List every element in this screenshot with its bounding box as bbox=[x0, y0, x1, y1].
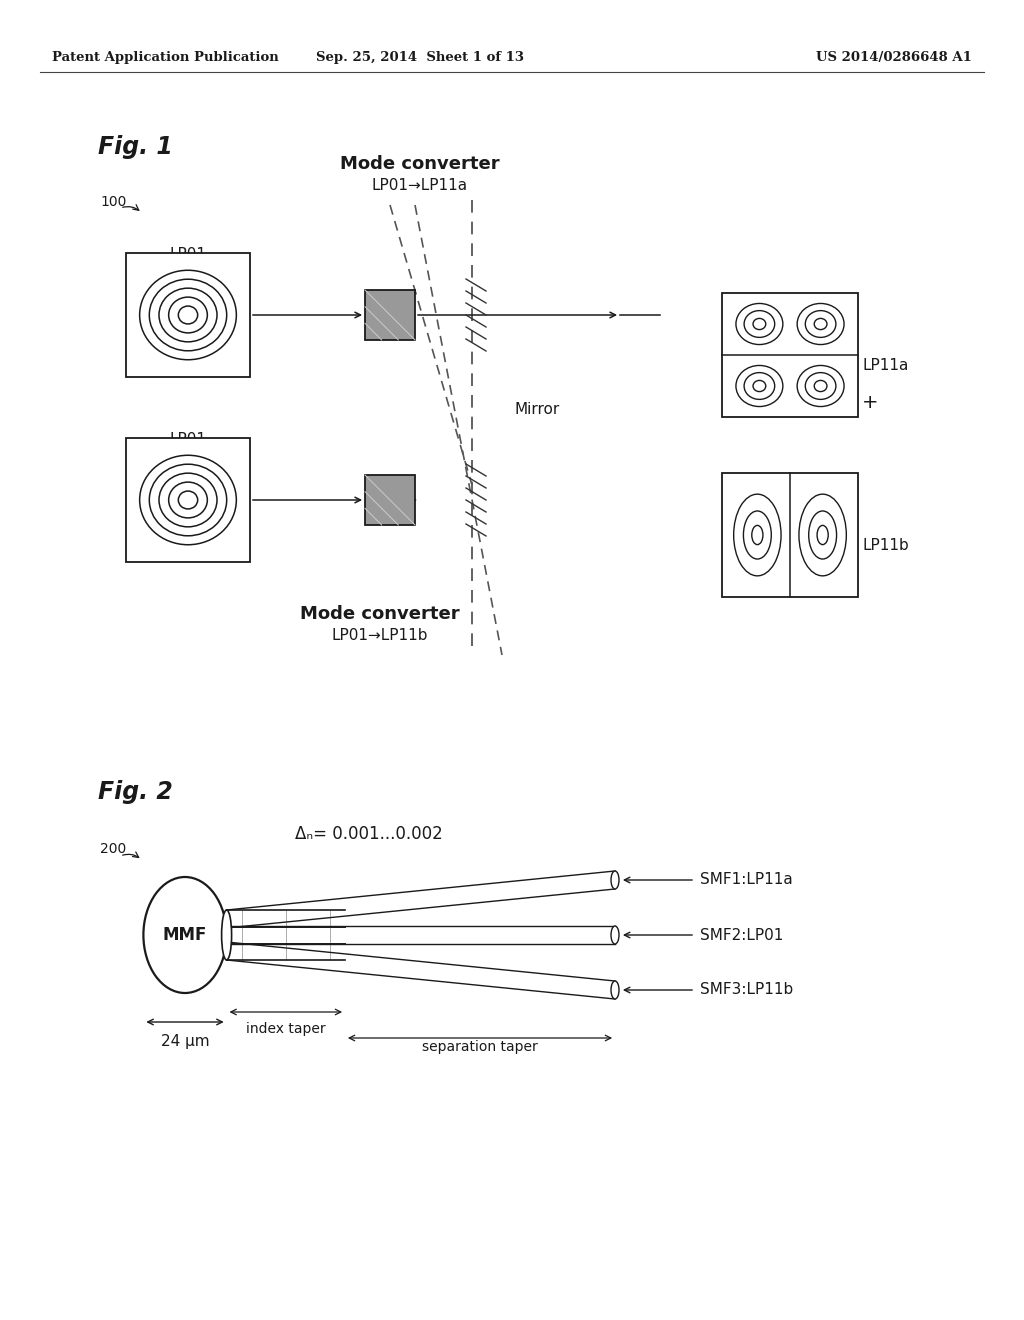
Ellipse shape bbox=[221, 909, 231, 960]
Text: 24 μm: 24 μm bbox=[161, 1034, 209, 1049]
Text: Patent Application Publication: Patent Application Publication bbox=[52, 51, 279, 65]
Text: LP01→LP11b: LP01→LP11b bbox=[332, 628, 428, 643]
Bar bbox=[126, 438, 250, 562]
Bar bbox=[722, 293, 858, 417]
Ellipse shape bbox=[611, 871, 618, 888]
Ellipse shape bbox=[143, 876, 226, 993]
Text: 200: 200 bbox=[100, 842, 126, 855]
Text: Fig. 1: Fig. 1 bbox=[98, 135, 173, 158]
Ellipse shape bbox=[611, 981, 618, 999]
Text: separation taper: separation taper bbox=[422, 1040, 538, 1053]
Text: SMF2:LP01: SMF2:LP01 bbox=[700, 928, 783, 942]
Bar bbox=[365, 475, 415, 525]
Text: SMF1:LP11a: SMF1:LP11a bbox=[700, 873, 793, 887]
Text: index taper: index taper bbox=[246, 1022, 326, 1036]
Text: Mirror: Mirror bbox=[515, 403, 560, 417]
Text: Sep. 25, 2014  Sheet 1 of 13: Sep. 25, 2014 Sheet 1 of 13 bbox=[316, 51, 524, 65]
Text: 100: 100 bbox=[100, 195, 126, 209]
Text: Fig. 2: Fig. 2 bbox=[98, 780, 173, 804]
Text: LP11b: LP11b bbox=[862, 537, 908, 553]
Text: Mode converter: Mode converter bbox=[300, 605, 460, 623]
Text: LP11a: LP11a bbox=[862, 358, 908, 372]
Text: US 2014/0286648 A1: US 2014/0286648 A1 bbox=[816, 51, 972, 65]
Text: MMF: MMF bbox=[163, 927, 207, 944]
Text: SMF3:LP11b: SMF3:LP11b bbox=[700, 982, 794, 998]
Text: LP01→LP11a: LP01→LP11a bbox=[372, 178, 468, 193]
Bar bbox=[365, 290, 415, 341]
Text: LP01: LP01 bbox=[170, 247, 207, 261]
Ellipse shape bbox=[611, 927, 618, 944]
Text: Δₙ= 0.001...0.002: Δₙ= 0.001...0.002 bbox=[295, 825, 442, 843]
Text: Mode converter: Mode converter bbox=[340, 154, 500, 173]
Text: +: + bbox=[862, 393, 879, 412]
Text: LP01: LP01 bbox=[170, 432, 207, 447]
Bar bbox=[126, 253, 250, 378]
Bar bbox=[722, 473, 858, 597]
